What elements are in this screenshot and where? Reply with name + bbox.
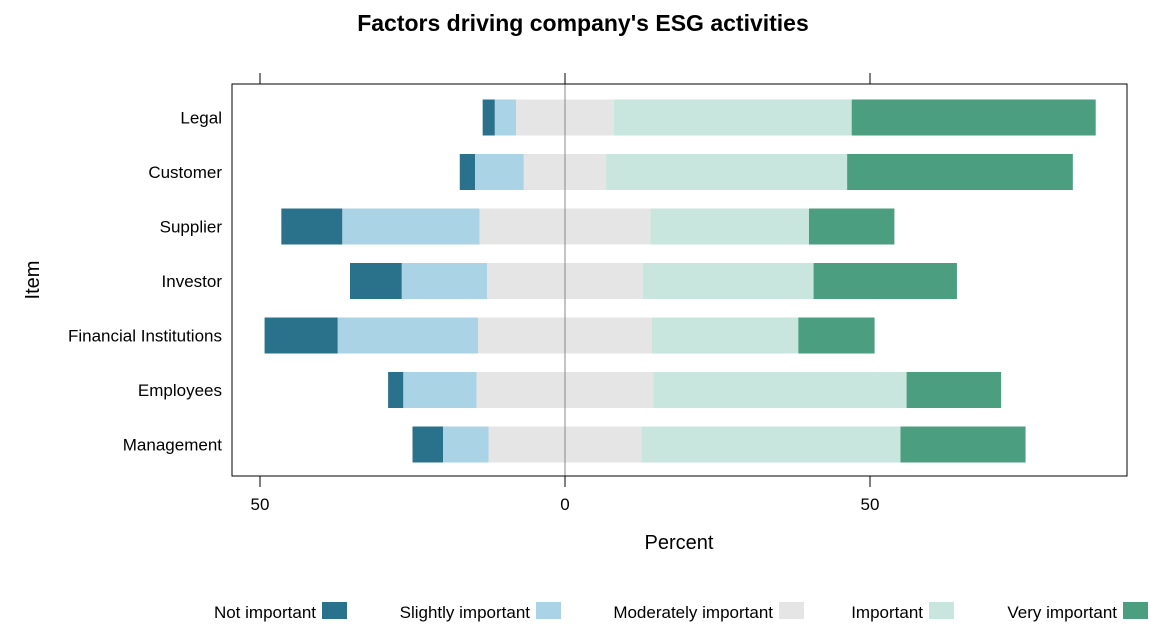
x-tick-label: 50 [861,495,880,514]
chart-title: Factors driving company's ESG activities [357,10,809,36]
bar-financial-institutions-very-important [798,317,875,354]
bar-legal-slightly-important [494,99,517,136]
y-tick-label-supplier: Supplier [160,218,223,237]
y-tick-label-investor: Investor [162,272,223,291]
bar-financial-institutions-not-important [264,317,338,354]
y-tick-label-management: Management [123,436,223,455]
legend-swatch-slightly-important [536,602,561,619]
legend-swatch-very-important [1123,602,1148,619]
bar-customer-very-important [847,154,1073,190]
bar-management-very-important [900,426,1026,463]
y-tick-label-employees: Employees [138,381,222,400]
legend-label-important: Important [851,603,923,622]
legend-label-very-important: Very important [1007,603,1117,622]
y-tick-label-financial-institutions: Financial Institutions [68,327,222,346]
bar-supplier-very-important [809,208,895,245]
legend-label-not-important: Not important [214,603,316,622]
bar-management-important [641,426,901,463]
bar-management-not-important [412,426,443,463]
bar-investor-very-important [813,263,957,299]
x-axis: 50 0 50 [251,73,880,514]
bar-customer-not-important [459,154,476,190]
x-tick-label: 0 [560,495,569,514]
bar-employees-important [653,372,907,408]
legend-swatch-important [929,602,954,619]
bar-employees-slightly-important [403,372,477,408]
bar-legal-not-important [482,99,495,136]
bar-supplier-important [650,208,809,245]
bar-management-slightly-important [443,426,489,463]
x-tick-label: 50 [251,495,270,514]
bar-supplier-not-important [281,208,343,245]
bar-investor-slightly-important [401,263,488,299]
x-axis-label: Percent [645,532,714,554]
plot-frame [231,83,1128,477]
y-tick-label-legal: Legal [180,109,222,128]
bar-customer-important [606,154,848,190]
legend-label-moderately-important: Moderately important [613,603,773,622]
bar-employees-not-important [388,372,404,408]
legend-swatch-not-important [322,602,347,619]
bars [264,99,1096,463]
legend-swatch-moderately-important [779,602,804,619]
bar-financial-institutions-slightly-important [337,317,479,354]
bar-investor-not-important [349,263,402,299]
bar-employees-very-important [906,372,1002,408]
bar-customer-slightly-important [475,154,524,190]
legend-label-slightly-important: Slightly important [400,603,531,622]
bar-financial-institutions-important [651,317,799,354]
y-tick-labels: Legal Customer Supplier Investor Financial I… [68,109,222,455]
bar-legal-important [613,99,852,136]
bar-investor-important [642,263,814,299]
y-axis-label: Item [22,261,44,300]
bar-supplier-slightly-important [342,208,480,245]
y-tick-label-customer: Customer [148,163,222,182]
legend: Not important Slightly important Moderatel… [214,602,1148,622]
bar-legal-very-important [851,99,1096,136]
